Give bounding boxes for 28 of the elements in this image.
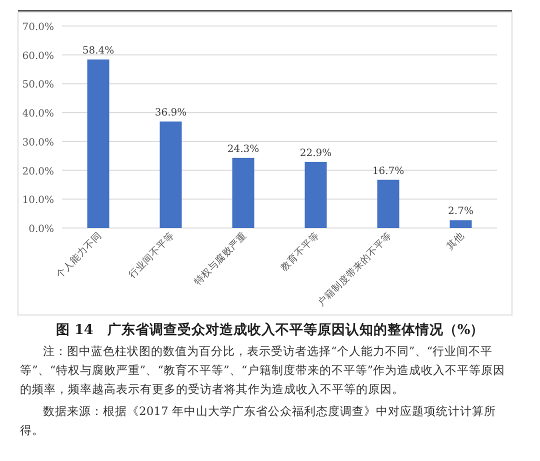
y-tick-label: 70.0% [22,22,54,33]
y-tick-label: 60.0% [22,50,54,62]
data-label: 2.7% [448,206,474,218]
data-label: 16.7% [372,166,404,177]
data-label: 24.3% [227,144,260,155]
y-tick-label: 30.0% [22,137,54,148]
y-tick-label: 40.0% [22,108,54,120]
y-tick-label: 50.0% [22,80,54,91]
x-tick-label: 个人能力不同 [53,230,104,281]
bar [450,220,472,228]
source-note: 数据来源：根据《2017 年中山大学广东省公众福利态度调查》中对应题项统计计算所得。 [20,403,497,439]
text: 图 14 广东省调查受众对造成收入不平等原因认知的整体情况（%） [54,321,486,339]
text: 注：图中蓝色柱状图的数值为百分比，表示受访者选择“个人能力不同”、“行业间不平等”、“特权与腐败严重”、“教育不平等”、“户籍制度带来的不平等”作为造成收入不平等原因的频率，频率越高表示有更多的受访者将其作为造成收入不平等的原因。 [20,343,506,398]
data-label: 58.4% [82,45,114,56]
bar [304,162,327,228]
y-tick-label: 20.0% [22,166,54,178]
data-label: 36.9% [154,108,187,119]
bar [87,59,110,228]
bar [160,122,182,228]
bar [377,180,400,228]
x-tick-label: 教育不平等 [278,230,322,274]
y-tick-label: 0.0% [28,224,54,235]
x-tick-label: 行业间不平等 [126,230,177,281]
x-tick-label: 特权与腐败严重 [191,230,250,288]
y-tick-label: 10.0% [22,195,54,206]
data-label: 22.9% [300,148,332,159]
bar [232,158,254,228]
x-tick-label: 其他 [444,230,467,252]
